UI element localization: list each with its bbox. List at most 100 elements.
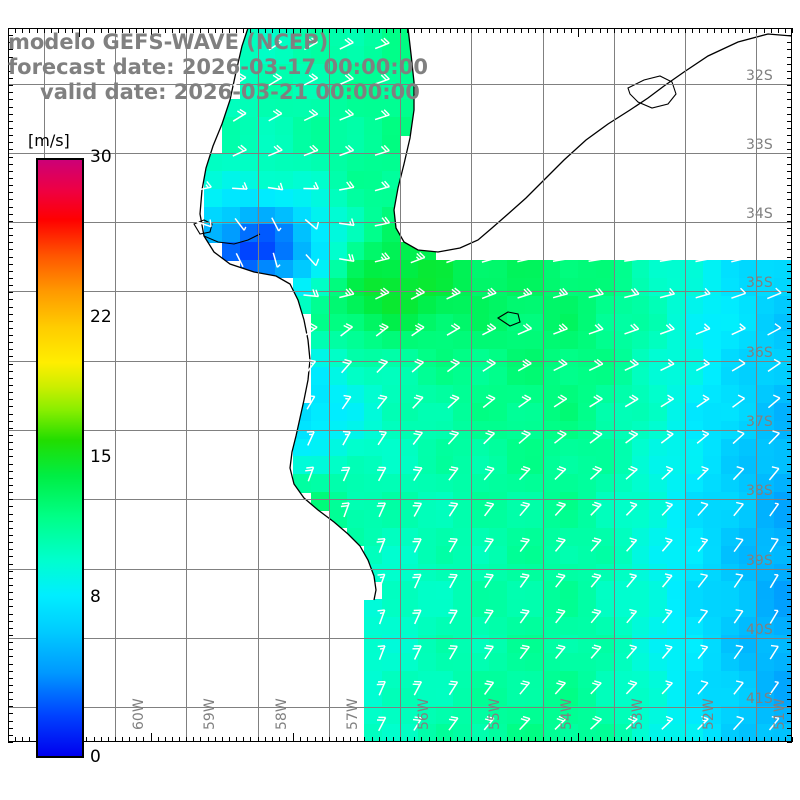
tick-bottom [556, 737, 558, 742]
tick-top [221, 28, 223, 33]
raster-cell [310, 420, 330, 440]
raster-cell [310, 438, 330, 457]
tick-left [8, 506, 13, 508]
tick-right [787, 663, 792, 665]
tick-right [787, 513, 792, 515]
tick-top [670, 28, 672, 33]
tick-right [787, 449, 792, 451]
colorbar[interactable]: 30 22 15 8 0 [36, 147, 112, 767]
raster-cell [346, 188, 365, 208]
raster-cell [382, 509, 401, 529]
raster-cell [257, 117, 276, 136]
tick-bottom [713, 737, 715, 742]
tick-bottom [243, 737, 245, 742]
raster-cell [257, 188, 276, 208]
raster-cell [542, 313, 561, 333]
tick-top [464, 28, 466, 33]
tick-right [787, 235, 792, 237]
tick-top [770, 28, 772, 33]
tick-left [8, 485, 13, 486]
raster-cell [346, 295, 365, 315]
raster-cell [400, 652, 419, 672]
raster-cell [506, 331, 526, 350]
tick-top [435, 28, 437, 33]
tick-right [787, 577, 792, 579]
tick-bottom [29, 737, 31, 742]
tick-top [43, 28, 45, 33]
raster-cell [631, 331, 651, 350]
raster-cell [364, 135, 383, 154]
raster-cell [524, 295, 544, 315]
raster-cell [239, 117, 259, 136]
raster-cell [524, 331, 544, 350]
tick-right [787, 256, 792, 258]
raster-cell [417, 670, 437, 690]
raster-cell [720, 295, 740, 315]
raster-cell [382, 456, 401, 475]
tick-top [321, 28, 323, 33]
tick-bottom [599, 737, 601, 742]
tick-left [8, 720, 13, 722]
raster-cell [649, 367, 668, 386]
raster-cell [328, 206, 348, 225]
raster-cell [382, 545, 401, 565]
tick-right [787, 156, 792, 158]
tick-left [8, 534, 13, 536]
tick-right [787, 606, 792, 608]
tick-right [787, 499, 792, 501]
tick-bottom [506, 737, 508, 742]
tick-top [749, 28, 751, 33]
raster-cell [702, 331, 722, 350]
tick-bottom [777, 737, 779, 742]
raster-cell [453, 652, 472, 672]
tick-bottom [278, 737, 280, 742]
raster-cell [453, 295, 472, 315]
longitude-label: 59W [202, 698, 219, 730]
raster-cell [364, 28, 383, 47]
tick-bottom [385, 737, 387, 742]
raster-cell [489, 295, 508, 315]
tick-left [8, 292, 13, 294]
tick-left [8, 327, 13, 329]
tick-top [521, 28, 523, 33]
tick-left [8, 420, 13, 422]
tick-bottom [122, 737, 123, 742]
raster-cell [382, 474, 401, 493]
tick-right [787, 677, 792, 679]
tick-left [8, 149, 13, 151]
tick-right [787, 106, 792, 108]
tick-right [787, 442, 792, 444]
tick-right [787, 456, 792, 458]
raster-cell [346, 438, 365, 457]
tick-top [727, 28, 729, 33]
tick-bottom [642, 737, 644, 742]
tick-left [8, 463, 13, 465]
tick-top [649, 28, 651, 33]
raster-cell [542, 349, 561, 368]
raster-cell [364, 170, 383, 190]
raster-cell [364, 188, 383, 208]
lagoon-detail [627, 75, 677, 109]
map-plot-area[interactable] [8, 28, 792, 742]
tick-bottom [93, 737, 95, 742]
raster-cell [293, 135, 312, 154]
tick-bottom [735, 737, 736, 742]
tick-bottom [649, 737, 651, 742]
tick-left [8, 442, 13, 444]
tick-bottom [271, 737, 273, 742]
tick-top [200, 28, 202, 33]
raster-cell [506, 260, 526, 279]
tick-left [8, 63, 13, 65]
tick-left [8, 56, 13, 58]
raster-cell [667, 295, 686, 315]
tick-top [777, 28, 779, 33]
tick-top [428, 28, 430, 33]
tick-bottom [699, 737, 701, 742]
tick-left [8, 542, 13, 544]
raster-cell [310, 474, 330, 493]
raster-cell [346, 492, 365, 511]
tick-left [8, 106, 13, 108]
raster-cell [364, 688, 383, 707]
tick-right [787, 463, 792, 465]
tick-right [787, 327, 792, 329]
